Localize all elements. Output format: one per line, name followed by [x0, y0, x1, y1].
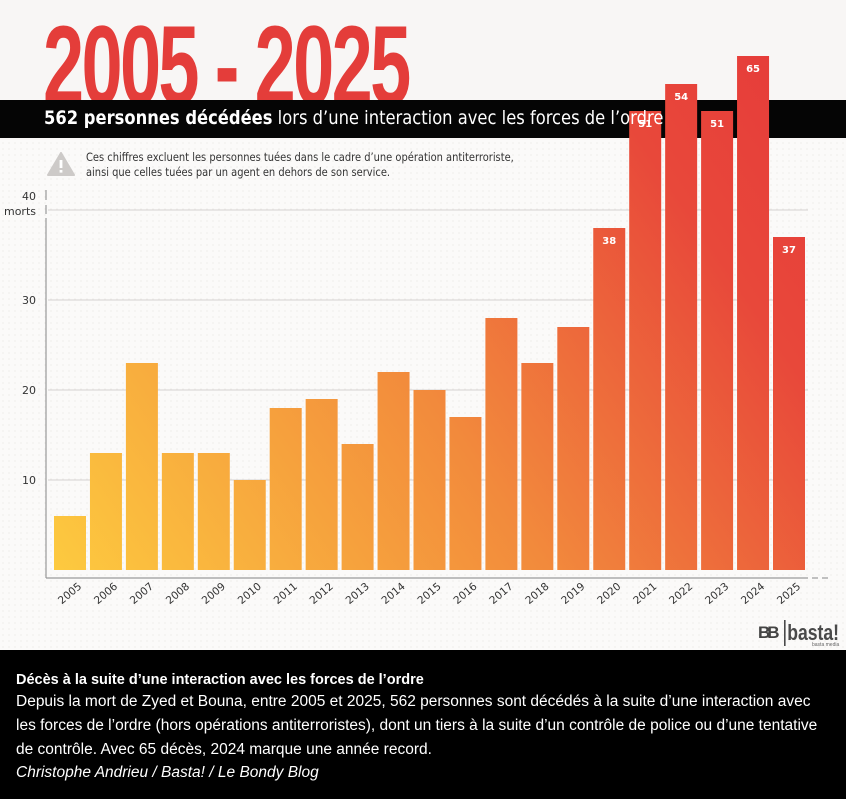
bar-2019	[557, 327, 590, 570]
x-tick-label: 2014	[380, 580, 408, 607]
bar-2013	[341, 444, 374, 570]
bar-2025	[773, 237, 805, 570]
bar-2008	[161, 453, 194, 570]
x-tick-label: 2022	[667, 581, 695, 607]
x-tick-label: 2005	[56, 581, 84, 607]
bar-2012	[305, 399, 338, 570]
x-tick-label: 2021	[631, 581, 659, 607]
bar-2015	[413, 390, 446, 570]
basta-wordmark: basta!	[784, 620, 839, 646]
x-tick-label: 2008	[164, 581, 192, 607]
caption-panel: Décès à la suite d’une interaction avec …	[0, 650, 846, 799]
subtitle-rest: lors d’une interaction avec les forces d…	[272, 107, 664, 129]
bar-2014	[377, 372, 410, 570]
x-tick-label: 2011	[272, 581, 300, 607]
bar-2011	[269, 408, 302, 570]
y-tick-label: 30	[22, 294, 36, 307]
data-label-2025: 37	[782, 245, 796, 256]
x-tick-label: 2018	[523, 581, 551, 607]
x-tick-label: 2009	[200, 581, 228, 607]
y-tick-label: 40	[22, 190, 36, 203]
y-tick-label: 20	[22, 384, 36, 397]
bar-2005	[54, 516, 86, 570]
basta-subline: basta media	[812, 642, 840, 648]
x-tick-label: 2016	[451, 580, 479, 607]
basta-logo: BB basta! basta media	[758, 620, 846, 648]
bar-2016	[449, 417, 482, 570]
bar-2018	[521, 363, 554, 570]
x-tick-label: 2015	[415, 581, 443, 607]
x-tick-label: 2012	[308, 581, 336, 607]
bar-2017	[485, 318, 518, 570]
bar-2020	[593, 228, 626, 570]
x-tick-label: 2020	[595, 581, 623, 607]
x-tick-label: 2013	[344, 581, 372, 607]
x-tick-label: 2006	[92, 580, 120, 607]
x-tick-label: 2025	[775, 581, 803, 607]
data-label-2020: 38	[602, 236, 616, 247]
x-tick-label: 2019	[559, 581, 587, 607]
bar-chart: 38 37 10 20 30 40 morts 2005 2006 2007 2008 2009 20…	[4, 190, 828, 607]
x-tick-label: 2010	[236, 581, 264, 607]
bar-2010	[233, 480, 266, 570]
x-tick-label: 2017	[487, 581, 515, 607]
x-tick-label: 2007	[128, 581, 156, 607]
subtitle-bold: 562 personnes décédées	[44, 107, 273, 129]
caption-credit: Christophe Andrieu / Basta! / Le Bondy B…	[16, 764, 319, 781]
caption-body: Depuis la mort de Zyed et Bouna, entre 2…	[16, 693, 818, 758]
bar-2006	[89, 453, 122, 570]
y-axis-unit-label: morts	[4, 205, 36, 218]
basta-mark-icon: BB	[758, 623, 779, 642]
chart-subtitle: 562 personnes décédées lors d’une intera…	[44, 107, 663, 129]
bar-2007	[125, 363, 158, 570]
warning-icon	[47, 152, 75, 176]
caption-title: Décès à la suite d’une interaction avec …	[16, 672, 424, 688]
x-tick-label: 2024	[739, 580, 767, 607]
bar-2009	[197, 453, 230, 570]
y-tick-label: 10	[22, 474, 36, 487]
exclusion-note: Ces chiffres excluent les personnes tuée…	[86, 150, 514, 179]
x-tick-label: 2023	[703, 581, 731, 607]
